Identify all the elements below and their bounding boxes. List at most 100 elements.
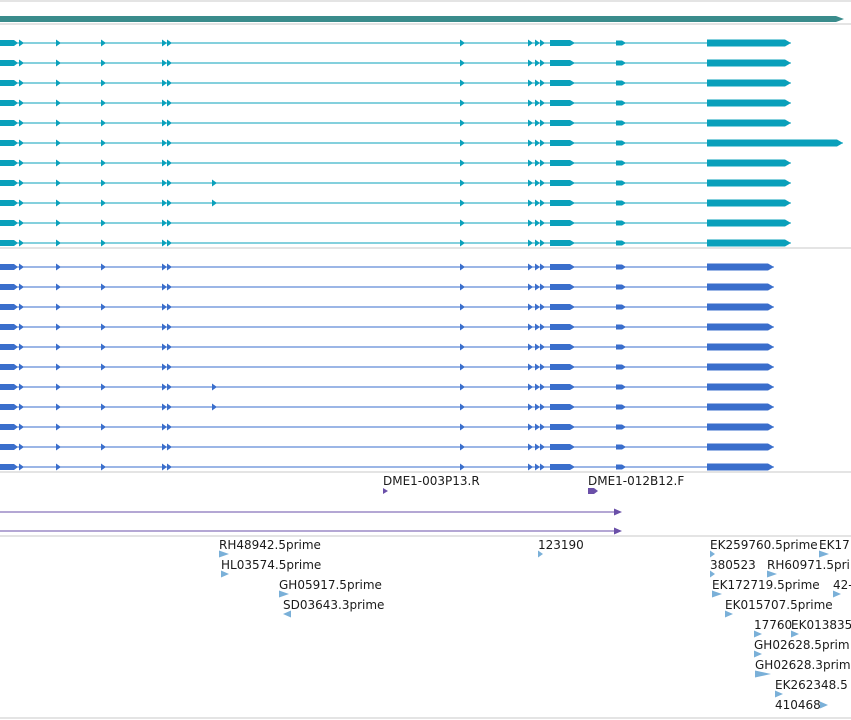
exon-block	[707, 99, 785, 107]
exon-arrow	[768, 343, 774, 351]
exon-marker	[540, 219, 545, 227]
exon-arrow	[14, 100, 18, 106]
exon-arrow	[622, 120, 626, 126]
exon-block	[550, 160, 570, 166]
exon-arrow	[570, 384, 575, 390]
exon-arrow	[622, 344, 626, 350]
exon-marker	[162, 179, 167, 187]
exon-block	[550, 344, 570, 350]
exon-arrow	[570, 80, 575, 86]
exon-marker	[167, 199, 172, 207]
exon-marker	[162, 239, 167, 247]
exon-block	[707, 463, 768, 471]
exon-arrow	[14, 240, 18, 246]
exon-marker	[528, 39, 533, 47]
exon-arrow	[570, 60, 575, 66]
exon-marker	[162, 443, 167, 451]
est-label[interactable]: 123190	[538, 538, 584, 552]
est-label[interactable]: GH02628.3prim	[755, 658, 851, 672]
est-label[interactable]: 410468	[775, 698, 821, 712]
est-label[interactable]: GH05917.5prime	[279, 578, 382, 592]
exon-arrow	[622, 384, 626, 390]
exon-block	[616, 384, 622, 390]
exon-block	[707, 119, 785, 127]
exon-block	[0, 344, 14, 350]
exon-marker	[535, 219, 540, 227]
exon-marker	[56, 79, 61, 87]
primer-label[interactable]: DME1-012B12.F	[588, 474, 685, 488]
exon-arrow	[570, 160, 575, 166]
est-label[interactable]: HL03574.5prime	[221, 558, 322, 572]
exon-arrow	[570, 220, 575, 226]
exon-block	[550, 444, 570, 450]
exon-block	[550, 200, 570, 206]
exon-marker	[528, 343, 533, 351]
exon-marker	[101, 283, 106, 291]
exon-block	[0, 180, 14, 186]
est-label[interactable]: 380523	[710, 558, 756, 572]
exon-marker	[101, 263, 106, 271]
est-label[interactable]: SD03643.3prime	[283, 598, 385, 612]
exon-marker	[56, 363, 61, 371]
est-label[interactable]: RH60971.5pri	[767, 558, 850, 572]
primer-label[interactable]: DME1-003P13.R	[383, 474, 480, 488]
exon-marker	[162, 119, 167, 127]
exon-marker	[162, 99, 167, 107]
exon-marker	[528, 363, 533, 371]
exon-block	[616, 464, 622, 470]
exon-marker	[101, 323, 106, 331]
exon-arrow	[14, 80, 18, 86]
exon-arrow	[768, 303, 774, 311]
est-glyph	[775, 690, 783, 698]
est-label[interactable]: EK172719.5prime	[712, 578, 820, 592]
exon-marker	[167, 403, 172, 411]
exon-arrow	[570, 464, 575, 470]
exon-block	[0, 384, 14, 390]
est-label[interactable]: EK262348.5	[775, 678, 848, 692]
exon-marker	[56, 119, 61, 127]
exon-marker	[162, 343, 167, 351]
est-glyph	[819, 550, 829, 558]
exon-marker	[535, 323, 540, 331]
exon-marker	[460, 463, 465, 471]
exon-arrow	[785, 179, 791, 187]
exon-arrow	[768, 363, 774, 371]
exon-marker	[101, 463, 106, 471]
exon-marker	[528, 219, 533, 227]
exon-marker	[535, 423, 540, 431]
exon-block	[0, 424, 14, 430]
exon-marker	[540, 199, 545, 207]
exon-block	[707, 343, 768, 351]
exon-block	[616, 60, 622, 66]
est-label[interactable]: EK259760.5prime	[710, 538, 818, 552]
est-label[interactable]: RH48942.5prime	[219, 538, 321, 552]
est-label[interactable]: 17760	[754, 618, 793, 632]
exon-marker	[162, 79, 167, 87]
exon-marker	[535, 383, 540, 391]
est-glyph	[712, 590, 722, 598]
exon-marker	[19, 383, 24, 391]
exon-arrow	[14, 200, 18, 206]
exon-marker	[162, 463, 167, 471]
est-label[interactable]: 42-	[833, 578, 851, 592]
est-label[interactable]: EK17	[819, 538, 850, 552]
exon-arrow	[785, 239, 791, 247]
exon-block	[707, 423, 768, 431]
exon-block	[707, 139, 837, 147]
est-label[interactable]: GH02628.5prim	[754, 638, 850, 652]
exon-marker	[101, 383, 106, 391]
exon-marker	[528, 159, 533, 167]
exon-marker	[528, 443, 533, 451]
exon-block	[0, 200, 14, 206]
exon-arrow	[570, 364, 575, 370]
exon-marker	[528, 403, 533, 411]
exon-block	[616, 180, 622, 186]
exon-block	[616, 324, 622, 330]
exon-arrow	[14, 464, 18, 470]
est-label[interactable]: EK013835	[791, 618, 851, 632]
exon-marker	[101, 99, 106, 107]
exon-marker	[535, 59, 540, 67]
exon-marker	[167, 159, 172, 167]
exon-marker	[162, 303, 167, 311]
est-label[interactable]: EK015707.5prime	[725, 598, 833, 612]
